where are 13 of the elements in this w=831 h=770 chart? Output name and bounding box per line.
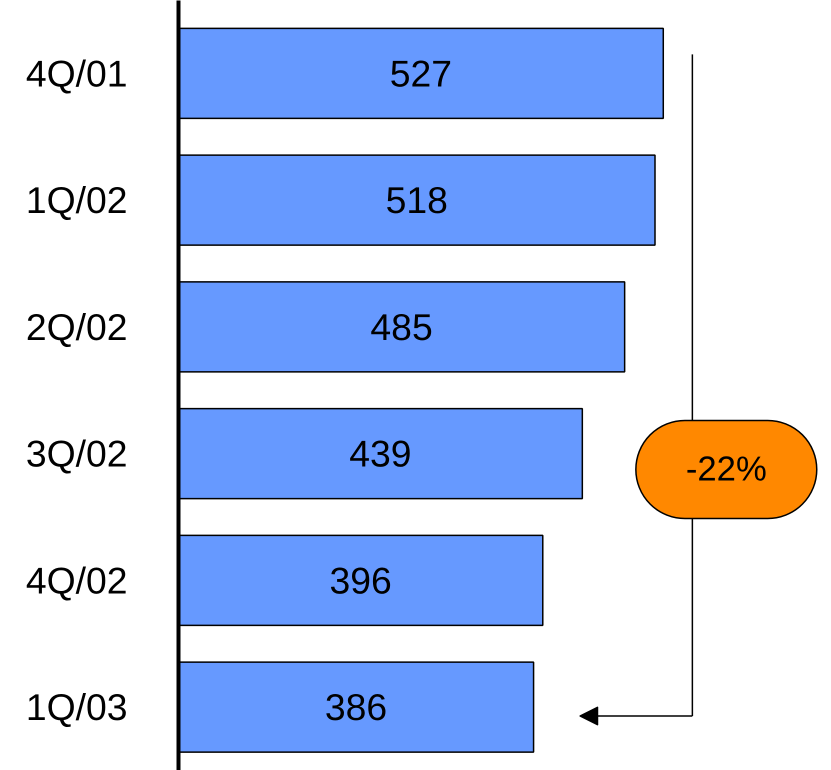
data-label: 386 (324, 686, 388, 728)
data-label: 396 (330, 559, 392, 602)
y-tick-label: 1Q/03 (26, 686, 128, 728)
data-label: 527 (390, 52, 452, 94)
y-tick-label: 1Q/02 (26, 179, 128, 222)
data-label: 518 (386, 179, 448, 222)
data-label: 439 (349, 432, 412, 475)
y-tick-label: 2Q/02 (26, 306, 128, 348)
data-label: 485 (370, 306, 433, 348)
y-tick-label: 4Q/01 (26, 52, 128, 94)
text: -22% (686, 450, 767, 488)
y-tick-label: 4Q/02 (26, 559, 128, 602)
y-tick-label: 3Q/02 (26, 432, 128, 475)
